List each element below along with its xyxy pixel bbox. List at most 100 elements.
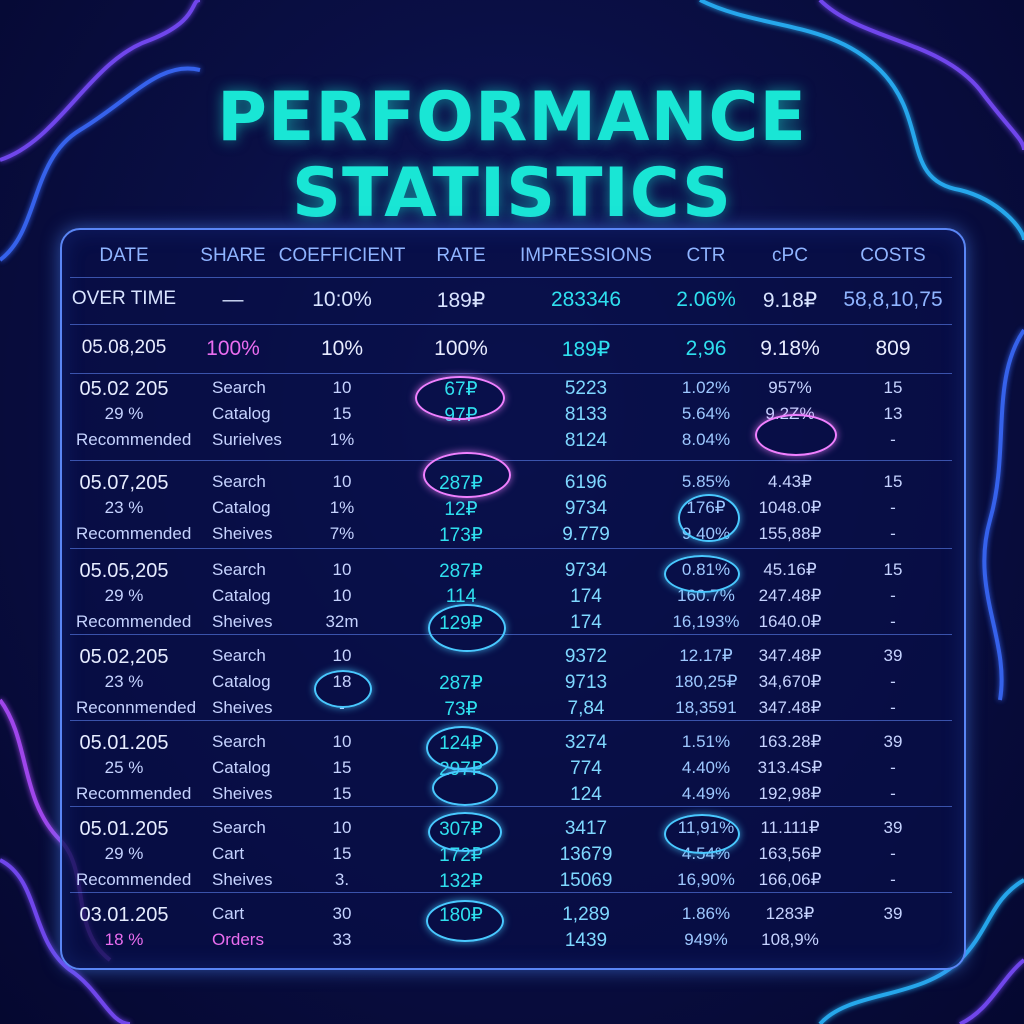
highlight-circle	[415, 376, 505, 420]
summary-cell-cpc: 9.18₽	[762, 289, 818, 312]
group-cell-coefficient: 30	[332, 904, 352, 923]
group-cell-costs: -	[890, 844, 896, 863]
group-cell-share: Orders	[212, 930, 264, 949]
stats-table-panel	[60, 228, 966, 970]
row-divider	[70, 460, 952, 461]
group-cell-impressions: 3417	[564, 818, 608, 839]
group-cell-costs: -	[890, 524, 896, 543]
group-cell-ctr: 1.02%	[681, 378, 731, 397]
column-header-date[interactable]: DATE	[99, 245, 149, 266]
group-cell-ctr: 5.85%	[681, 472, 731, 491]
group-cell-impressions: 8133	[564, 404, 608, 425]
group-cell-costs: 39	[883, 818, 903, 837]
group-cell-cpc: 4.43₽	[768, 472, 812, 491]
group-cell-costs: 15	[883, 472, 903, 491]
column-header-coefficient[interactable]: COEFFICIENT	[278, 245, 406, 266]
group-cell-ctr: 12.17₽	[679, 646, 733, 665]
group-cell-share: Sheives	[212, 612, 273, 631]
group-cell-ctr: 16,193%	[672, 612, 740, 631]
title-line-2: STATISTICS	[292, 154, 732, 233]
highlight-circle	[428, 604, 506, 652]
column-header-ctr[interactable]: CTR	[686, 245, 726, 266]
summary-cell-rate: 100%	[434, 337, 488, 360]
group-cell-coefficient: 10	[332, 560, 352, 579]
highlight-circle	[314, 670, 372, 708]
group-cell-costs: 13	[883, 404, 903, 423]
row-divider	[70, 548, 952, 549]
group-cell-cpc: 313.4S₽	[757, 758, 823, 777]
group-cell-ctr: 1.86%	[681, 904, 731, 923]
summary-cell-coefficient: 10%	[320, 337, 364, 360]
row-divider	[70, 892, 952, 893]
group-cell-date: 05.02,205	[79, 646, 169, 668]
group-cell-costs: -	[890, 870, 896, 889]
group-cell-share: Search	[212, 472, 266, 491]
summary-cell-costs: 58,8,10,75	[843, 288, 943, 311]
group-cell-ctr: 8.04%	[681, 430, 731, 449]
group-cell-costs: -	[890, 672, 896, 691]
group-cell-cpc: 34,670₽	[758, 672, 822, 691]
group-cell-ctr: 4.40%	[681, 758, 731, 777]
group-cell-coefficient: 1%	[329, 498, 355, 517]
group-cell-share: Sheives	[212, 784, 273, 803]
group-cell-share: Catalog	[212, 404, 271, 423]
column-header-impressions[interactable]: IMPRESSIONS	[520, 245, 652, 266]
group-cell-costs: -	[890, 784, 896, 803]
highlight-circle	[678, 494, 740, 542]
group-cell-cpc: 163.28₽	[758, 732, 822, 751]
group-cell-costs: -	[890, 698, 896, 717]
group-cell-impressions: 9734	[564, 560, 608, 581]
group-cell-date: Recommended	[76, 870, 192, 889]
group-cell-impressions: 1439	[564, 930, 608, 951]
row-divider	[70, 373, 952, 374]
group-cell-impressions: 774	[570, 758, 602, 779]
group-cell-rate: 73₽	[444, 699, 478, 720]
column-header-costs[interactable]: COSTS	[860, 245, 926, 266]
group-cell-share: Catalog	[212, 586, 271, 605]
group-cell-coefficient: 15	[332, 784, 352, 803]
group-cell-coefficient: 15	[332, 758, 352, 777]
row-divider	[70, 720, 952, 721]
group-cell-rate: 287₽	[439, 561, 483, 582]
group-cell-date: 29 %	[104, 844, 144, 863]
group-cell-cpc: 1283₽	[765, 904, 815, 923]
group-cell-share: Catalog	[212, 672, 271, 691]
column-header-rate[interactable]: RATE	[436, 245, 486, 266]
group-cell-costs: 39	[883, 904, 903, 923]
column-header-share[interactable]: SHARE	[200, 245, 266, 266]
group-cell-date: Reconnmended	[76, 698, 197, 717]
group-cell-coefficient: 10	[332, 646, 352, 665]
group-cell-rate: 173₽	[439, 525, 483, 546]
group-cell-coefficient: 10	[332, 472, 352, 491]
group-cell-rate: 132₽	[439, 871, 483, 892]
group-cell-coefficient: 33	[332, 930, 352, 949]
group-cell-cpc: 347.48₽	[758, 646, 822, 665]
highlight-circle	[426, 900, 504, 942]
page-title: PERFORMANCE STATISTICS	[0, 80, 1024, 232]
group-cell-cpc: 45.16₽	[763, 560, 817, 579]
group-cell-costs: -	[890, 586, 896, 605]
group-cell-costs: 15	[883, 378, 903, 397]
summary-cell-share: 100%	[206, 337, 260, 360]
group-cell-impressions: 124	[570, 784, 602, 805]
group-cell-share: Search	[212, 378, 266, 397]
group-cell-share: Search	[212, 646, 266, 665]
group-cell-costs: 15	[883, 560, 903, 579]
summary-cell-share: —	[222, 288, 244, 311]
group-cell-coefficient: 1%	[329, 430, 355, 449]
summary-cell-rate: 189₽	[436, 289, 486, 312]
group-cell-ctr: 180,25₽	[674, 672, 738, 691]
group-cell-date: Recommended	[76, 784, 192, 803]
group-cell-costs: 39	[883, 646, 903, 665]
group-cell-impressions: 9.779	[562, 524, 610, 545]
group-cell-share: Cart	[212, 844, 245, 863]
group-cell-coefficient: 10	[332, 586, 352, 605]
group-cell-date: 05.07,205	[79, 472, 169, 494]
group-cell-cpc: 1048.0₽	[758, 498, 822, 517]
group-cell-cpc: 108,9%	[761, 930, 819, 949]
group-cell-date: 29 %	[104, 404, 144, 423]
group-cell-ctr: 18,3591	[675, 698, 737, 717]
column-header-cpc[interactable]: cPC	[772, 245, 808, 266]
summary-cell-costs: 809	[875, 337, 911, 360]
group-cell-impressions: 9372	[564, 646, 608, 667]
